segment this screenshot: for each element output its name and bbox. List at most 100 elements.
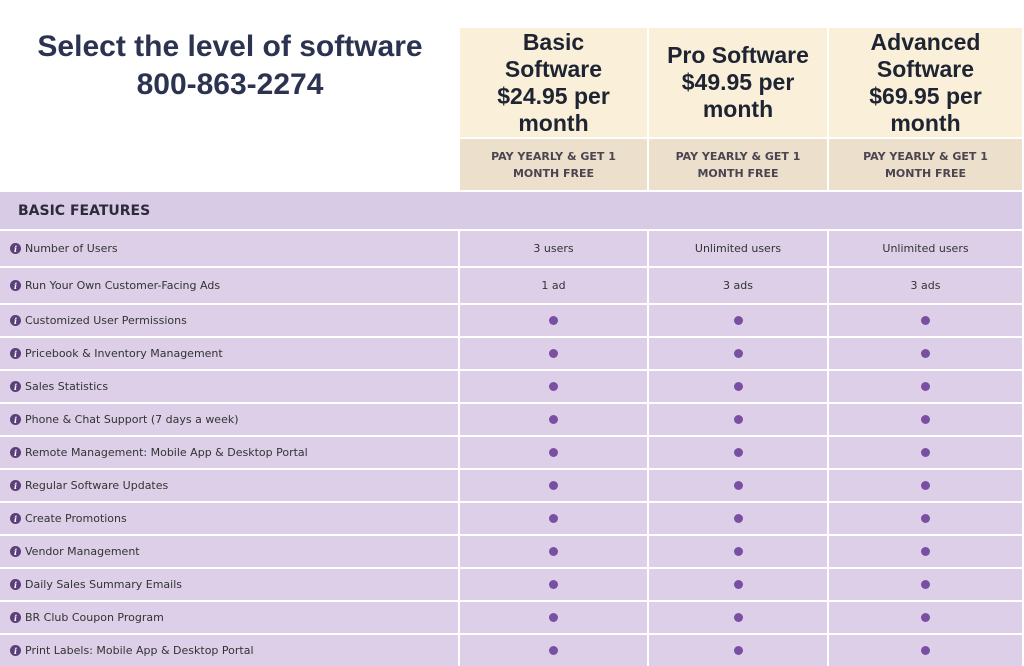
- feature-cell: [460, 404, 647, 435]
- feature-cell: [649, 404, 827, 435]
- feature-name: Number of Users: [25, 242, 118, 255]
- plan-header: Advanced Software $69.95 per month: [829, 28, 1022, 137]
- feature-cell: [829, 602, 1022, 633]
- included-dot: [921, 316, 930, 325]
- included-dot: [733, 349, 743, 358]
- info-icon: i: [10, 447, 21, 458]
- feature-label: i Customized User Permissions: [0, 305, 458, 336]
- feature-cell: [829, 371, 1022, 402]
- plan-price: $49.95 per month: [681, 69, 795, 122]
- feature-value: 3 ads: [910, 279, 941, 292]
- included-dot: [921, 349, 930, 358]
- feature-cell: [460, 371, 647, 402]
- feature-name: BR Club Coupon Program: [25, 611, 164, 624]
- feature-name: Regular Software Updates: [25, 479, 169, 492]
- included-dot: [921, 448, 930, 457]
- included-dot: [733, 646, 743, 655]
- feature-cell: [460, 305, 647, 336]
- feature-cell: [649, 338, 827, 369]
- feature-value: Unlimited users: [882, 242, 969, 255]
- included-dot: [549, 580, 558, 589]
- included-dot: [733, 481, 743, 490]
- included-dot: [549, 514, 558, 523]
- feature-cell: [829, 338, 1022, 369]
- included-dot: [549, 382, 558, 391]
- feature-cell: [649, 635, 827, 666]
- included-dot: [733, 580, 743, 589]
- feature-label: i Remote Management: Mobile App & Desktop…: [0, 437, 458, 468]
- feature-name: Print Labels: Mobile App & Desktop Porta…: [25, 644, 254, 657]
- title: Select the level of software: [37, 30, 423, 63]
- feature-cell: [460, 503, 647, 534]
- plan-promo: PAY YEARLY & GET 1 MONTH FREE: [649, 139, 827, 190]
- info-icon: i: [10, 546, 21, 557]
- feature-cell: 3 users: [460, 231, 647, 266]
- feature-cell: [829, 635, 1022, 666]
- feature-name: Vendor Management: [25, 545, 140, 558]
- included-dot: [921, 613, 930, 622]
- included-dot: [549, 613, 558, 622]
- feature-cell: [829, 404, 1022, 435]
- feature-name: Daily Sales Summary Emails: [25, 578, 183, 591]
- feature-label: i Pricebook & Inventory Management: [0, 338, 458, 369]
- feature-cell: [460, 470, 647, 501]
- info-icon: i: [10, 348, 21, 359]
- feature-cell: 1 ad: [460, 268, 647, 303]
- included-dot: [921, 415, 930, 424]
- feature-label: i Regular Software Updates: [0, 470, 458, 501]
- plan-name: Basic Software: [504, 28, 603, 82]
- feature-value: Unlimited users: [694, 242, 782, 255]
- feature-label: i Print Labels: Mobile App & Desktop Port…: [0, 635, 458, 666]
- plan-price: $24.95 per month: [497, 82, 610, 136]
- feature-name: Phone & Chat Support (7 days a week): [25, 413, 239, 426]
- feature-cell: [460, 602, 647, 633]
- included-dot: [921, 580, 930, 589]
- included-dot: [921, 481, 930, 490]
- feature-cell: [649, 503, 827, 534]
- feature-cell: [460, 437, 647, 468]
- plan-promo: PAY YEARLY & GET 1 MONTH FREE: [829, 139, 1022, 190]
- feature-name: Customized User Permissions: [25, 314, 187, 327]
- info-icon: i: [10, 645, 21, 656]
- info-icon: i: [10, 315, 21, 326]
- feature-cell: [649, 371, 827, 402]
- included-dot: [733, 415, 743, 424]
- feature-value: 3 ads: [723, 279, 753, 292]
- feature-label: i Vendor Management: [0, 536, 458, 567]
- feature-cell: [649, 536, 827, 567]
- plan-name: Advanced Software: [870, 28, 981, 82]
- feature-cell: Unlimited users: [829, 231, 1022, 266]
- feature-name: Pricebook & Inventory Management: [25, 347, 223, 360]
- plan-header: Basic Software $24.95 per month: [460, 28, 647, 137]
- included-dot: [921, 646, 930, 655]
- feature-cell: [649, 569, 827, 600]
- included-dot: [733, 613, 743, 622]
- included-dot: [549, 547, 558, 556]
- feature-cell: [829, 569, 1022, 600]
- info-icon: i: [10, 243, 21, 254]
- feature-label: i Sales Statistics: [0, 371, 458, 402]
- feature-cell: [649, 437, 827, 468]
- included-dot: [549, 316, 558, 325]
- included-dot: [733, 316, 743, 325]
- info-icon: i: [10, 480, 21, 491]
- feature-name: Run Your Own Customer-Facing Ads: [25, 279, 221, 292]
- phone: 800-863-2274: [136, 68, 324, 101]
- included-dot: [733, 448, 743, 457]
- feature-cell: [829, 470, 1022, 501]
- feature-cell: [649, 305, 827, 336]
- feature-label: i Create Promotions: [0, 503, 458, 534]
- feature-cell: 3 ads: [649, 268, 827, 303]
- feature-label: i Daily Sales Summary Emails: [0, 569, 458, 600]
- feature-cell: [649, 470, 827, 501]
- feature-label: i Phone & Chat Support (7 days a week): [0, 404, 458, 435]
- feature-cell: [460, 569, 647, 600]
- feature-label: i Run Your Own Customer-Facing Ads: [0, 268, 458, 303]
- included-dot: [921, 382, 930, 391]
- feature-name: Remote Management: Mobile App & Desktop …: [25, 446, 308, 459]
- feature-cell: 3 ads: [829, 268, 1022, 303]
- feature-cell: [460, 635, 647, 666]
- included-dot: [733, 382, 743, 391]
- info-icon: i: [10, 612, 21, 623]
